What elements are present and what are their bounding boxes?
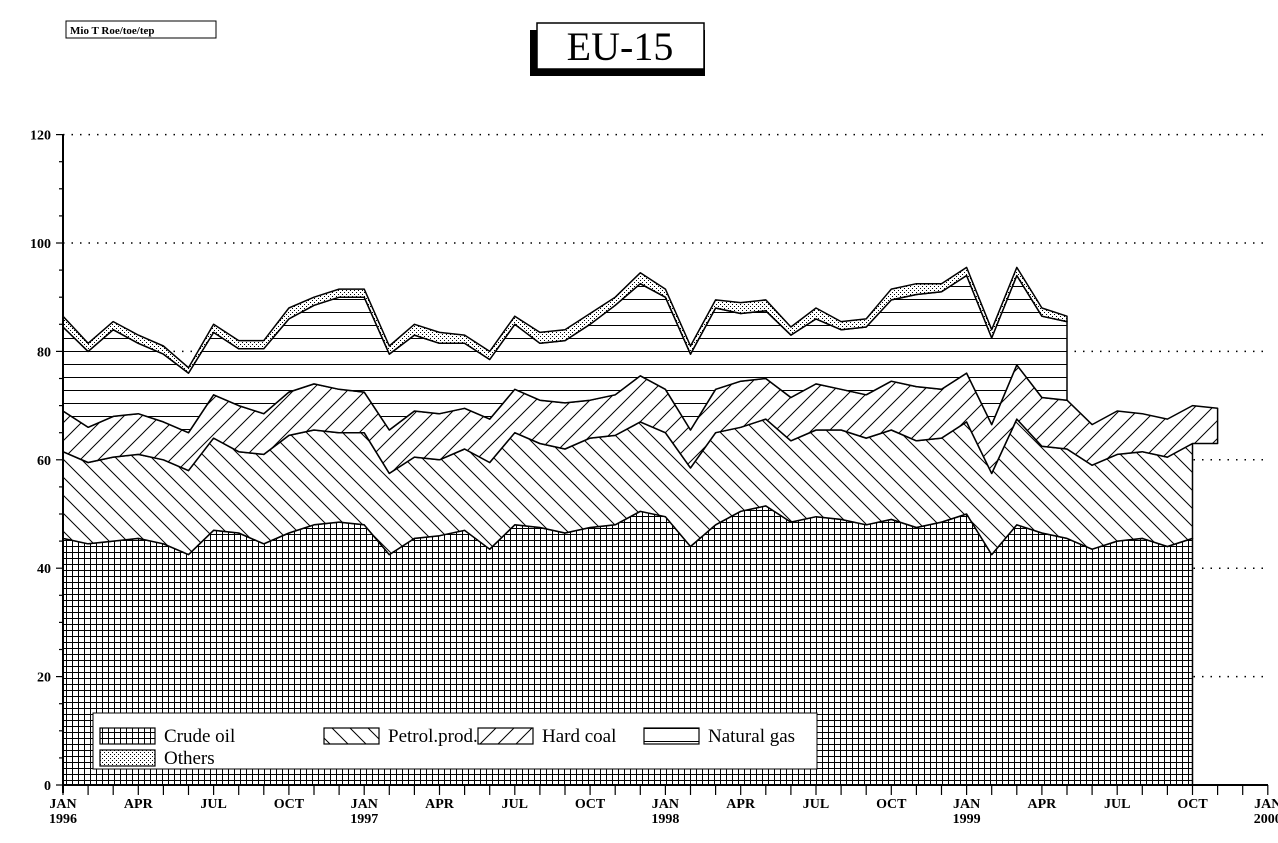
legend-label-crude-oil: Crude oil — [164, 726, 235, 747]
y-tick-label: 60 — [37, 454, 51, 469]
area-layers — [62, 266, 1219, 786]
legend: Crude oil Petrol.prod. Hard coal Natural ga… — [92, 712, 818, 770]
x-tick-label: JAN — [49, 797, 76, 812]
x-tick-year: 1998 — [651, 812, 679, 827]
x-tick-year: 1999 — [953, 812, 981, 827]
x-tick-label: JAN — [1254, 797, 1278, 812]
x-tick-label: JUL — [1104, 797, 1130, 812]
x-tick-label: APR — [726, 797, 756, 812]
unit-label-box: Mio T Roe/toe/tep — [65, 20, 217, 39]
y-tick-label: 40 — [37, 562, 51, 577]
legend-swatch-crude-oil — [99, 727, 156, 745]
x-tick-label: OCT — [1177, 797, 1208, 812]
title-box: EU-15 — [530, 22, 705, 76]
y-tick-label: 100 — [30, 237, 51, 252]
x-tick-label: OCT — [274, 797, 305, 812]
x-tick-label: APR — [425, 797, 455, 812]
chart-title: EU-15 — [567, 24, 674, 69]
x-tick-label: JUL — [200, 797, 226, 812]
y-tick-label: 0 — [44, 779, 51, 794]
x-tick-label: JAN — [652, 797, 679, 812]
x-tick-label: OCT — [876, 797, 907, 812]
legend-label-others: Others — [164, 748, 215, 769]
y-tick-label: 120 — [30, 129, 51, 144]
x-tick-label: APR — [1028, 797, 1058, 812]
legend-label-natural-gas: Natural gas — [708, 726, 795, 747]
legend-swatch-hard-coal — [477, 727, 534, 745]
x-tick-year: 2000 — [1254, 812, 1278, 827]
area-others — [62, 266, 1068, 374]
legend-swatch-natural-gas — [643, 727, 700, 745]
x-tick-label: JAN — [953, 797, 980, 812]
x-tick-label: JAN — [351, 797, 378, 812]
legend-label-hard-coal: Hard coal — [542, 726, 616, 747]
x-tick-label: JUL — [502, 797, 528, 812]
axes — [56, 134, 1269, 795]
x-tick-year: 1997 — [350, 812, 378, 827]
legend-swatch-petrol-prod — [323, 727, 380, 745]
unit-label: Mio T Roe/toe/tep — [70, 25, 155, 37]
x-tick-year: 1996 — [49, 812, 77, 827]
x-tick-label: OCT — [575, 797, 606, 812]
x-tick-label: JUL — [803, 797, 829, 812]
y-tick-label: 80 — [37, 345, 51, 360]
y-tick-label: 20 — [37, 671, 51, 686]
x-tick-label: APR — [124, 797, 154, 812]
legend-swatch-others — [99, 749, 156, 767]
legend-label-petrol-prod: Petrol.prod. — [388, 726, 478, 747]
